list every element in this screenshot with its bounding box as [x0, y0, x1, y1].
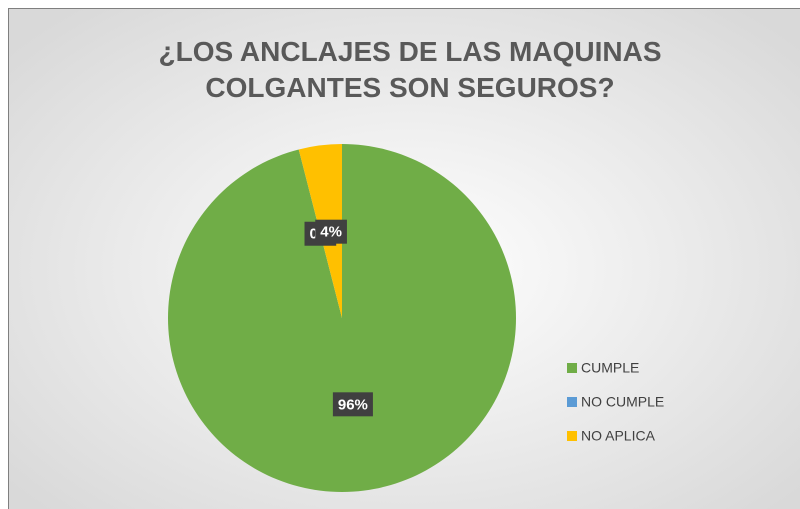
- data-label-text: 4%: [320, 224, 342, 241]
- data-label-box: [332, 392, 373, 417]
- data-label: 96%: [332, 392, 373, 417]
- data-label-box: [315, 219, 347, 244]
- legend-swatch: [567, 363, 577, 373]
- pie-slice: [168, 144, 517, 493]
- data-label-text: 96%: [338, 396, 368, 413]
- legend-label: CUMPLE: [581, 360, 639, 376]
- legend-swatch: [567, 431, 577, 441]
- legend-label: NO APLICA: [581, 428, 656, 444]
- legend-swatch: [567, 397, 577, 407]
- chart-title: ¿LOS ANCLAJES DE LAS MAQUINAS COLGANTES …: [158, 36, 662, 103]
- legend-label: NO CUMPLE: [581, 394, 664, 410]
- data-label: 4%: [315, 219, 347, 244]
